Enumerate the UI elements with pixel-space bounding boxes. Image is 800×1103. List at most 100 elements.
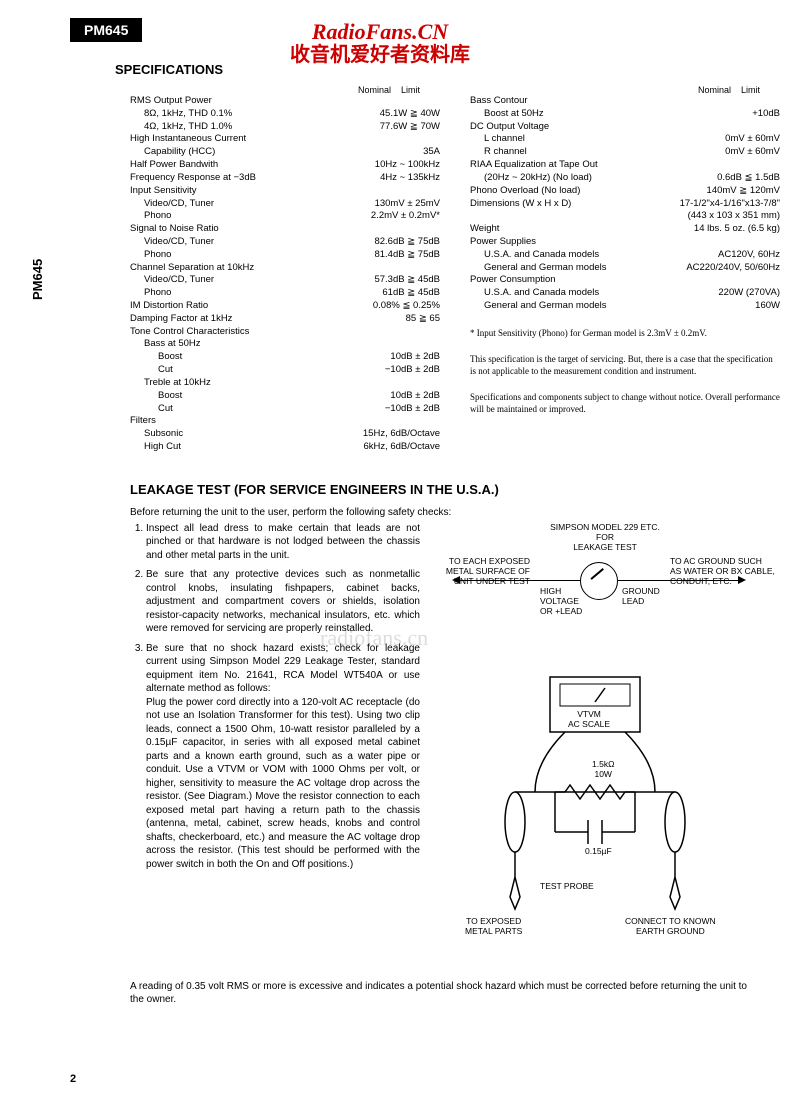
spec-row: Frequency Response at −3dB4Hz ~ 135kHz: [130, 172, 440, 185]
spec-label: Boost: [130, 390, 384, 403]
head-limit: Limit: [401, 85, 420, 95]
spec-row: R channel0mV ± 60mV: [470, 146, 780, 159]
page: PM645 RadioFans.CN 收音机爱好者资料库 SPECIFICATI…: [0, 0, 800, 1103]
spec-row: Phono2.2mV ± 0.2mV*: [130, 210, 440, 223]
footnote-target: This specification is the target of serv…: [470, 353, 780, 377]
spec-value: 10dB ± 2dB: [384, 351, 440, 364]
d1-right-label: TO AC GROUND SUCH AS WATER OR BX CABLE, …: [670, 556, 780, 587]
spec-label: Signal to Noise Ratio: [130, 223, 434, 236]
spec-label: Capability (HCC): [130, 146, 417, 159]
spec-value: 140mV ≧ 120mV: [701, 185, 780, 198]
page-number: 2: [70, 1073, 76, 1085]
spec-row: Phono Overload (No load)140mV ≧ 120mV: [470, 185, 780, 198]
spec-value: [434, 377, 440, 390]
spec-value: 15Hz, 6dB/Octave: [357, 428, 440, 441]
spec-row: Video/CD, Tuner130mV ± 25mV: [130, 198, 440, 211]
spec-row: Bass at 50Hz: [130, 338, 440, 351]
head-limit: Limit: [741, 85, 760, 95]
spec-row: 4Ω, 1kHz, THD 1.0%77.6W ≧ 70W: [130, 121, 440, 134]
spec-row: U.S.A. and Canada models220W (270VA): [470, 287, 780, 300]
spec-label: (20Hz ~ 20kHz) (No load): [470, 172, 711, 185]
leakage-item-1: Inspect all lead dress to make certain t…: [146, 522, 420, 563]
spec-label: Bass at 50Hz: [130, 338, 434, 351]
leakage-item-3a: Be sure that no shock hazard exists; che…: [146, 643, 420, 695]
spec-value: [434, 326, 440, 339]
leakage-diagrams: SIMPSON MODEL 229 ETC. FOR LEAKAGE TEST …: [440, 522, 760, 972]
spec-label: Input Sensitivity: [130, 185, 434, 198]
spec-value: [774, 95, 780, 108]
d2-exposed-label: TO EXPOSED METAL PARTS: [465, 917, 522, 937]
spec-label: [470, 210, 682, 223]
spec-value: 0mV ± 60mV: [719, 146, 780, 159]
spec-label: R channel: [470, 146, 719, 159]
watermark-line1: RadioFans.CN: [290, 20, 470, 44]
spec-label: Damping Factor at 1kHz: [130, 313, 400, 326]
d2-res-label: 1.5kΩ 10W: [592, 760, 614, 780]
watermark-line2: 收音机爱好者资料库: [290, 44, 470, 66]
spec-value: 160W: [749, 300, 780, 313]
spec-row: Bass Contour: [470, 95, 780, 108]
spec-label: General and German models: [470, 262, 680, 275]
leakage-item-3b: Plug the power cord directly into a 120-…: [146, 697, 420, 870]
spec-label: DC Output Voltage: [470, 121, 774, 134]
spec-label: Video/CD, Tuner: [130, 274, 368, 287]
footnote-sensitivity: * Input Sensitivity (Phono) for German m…: [470, 327, 780, 339]
spec-row: Phono81.4dB ≧ 75dB: [130, 249, 440, 262]
spec-row: U.S.A. and Canada modelsAC120V, 60Hz: [470, 249, 780, 262]
spec-row: Treble at 10kHz: [130, 377, 440, 390]
spec-head-left: Nominal Limit: [130, 85, 440, 95]
spec-label: Tone Control Characteristics: [130, 326, 434, 339]
head-nominal: Nominal: [358, 85, 391, 95]
spec-row: Dimensions (W x H x D)17-1/2"x4-1/16"x13…: [470, 198, 780, 211]
spec-row: Video/CD, Tuner57.3dB ≧ 45dB: [130, 274, 440, 287]
spec-value: −10dB ± 2dB: [379, 403, 440, 416]
spec-value: [434, 262, 440, 275]
spec-value: 82.6dB ≧ 75dB: [368, 236, 440, 249]
spec-value: 220W (270VA): [712, 287, 780, 300]
spec-table: Nominal Limit RMS Output Power8Ω, 1kHz, …: [130, 85, 800, 454]
spec-row: (443 x 103 x 351 mm): [470, 210, 780, 223]
meter-icon: [580, 562, 618, 600]
spec-value: 45.1W ≧ 40W: [374, 108, 440, 121]
spec-value: +10dB: [746, 108, 780, 121]
spec-label: Phono: [130, 287, 376, 300]
spec-label: L channel: [470, 133, 719, 146]
spec-row: Phono61dB ≧ 45dB: [130, 287, 440, 300]
spec-value: 10dB ± 2dB: [384, 390, 440, 403]
spec-value: (443 x 103 x 351 mm): [682, 210, 780, 223]
leakage-item-2: Be sure that any protective devices such…: [146, 568, 420, 636]
spec-label: U.S.A. and Canada models: [470, 287, 712, 300]
spec-value: 4Hz ~ 135kHz: [374, 172, 440, 185]
diagram-vtvm-circuit: VTVM AC SCALE 1.5kΩ 10W 0.15µF TEST PROB…: [440, 672, 760, 972]
spec-value: [774, 236, 780, 249]
spec-value: −10dB ± 2dB: [379, 364, 440, 377]
spec-row: Filters: [130, 415, 440, 428]
spec-value: 35A: [417, 146, 440, 159]
spec-row: Damping Factor at 1kHz85 ≧ 65: [130, 313, 440, 326]
spec-value: 6kHz, 6dB/Octave: [357, 441, 440, 454]
leakage-final: A reading of 0.35 volt RMS or more is ex…: [130, 980, 760, 1007]
footnote-change: Specifications and components subject to…: [470, 391, 780, 415]
spec-value: 17-1/2"x4-1/16"x13-7/8": [674, 198, 780, 211]
spec-value: [434, 95, 440, 108]
spec-label: High Cut: [130, 441, 357, 454]
spec-row: Boost10dB ± 2dB: [130, 351, 440, 364]
spec-label: Cut: [130, 403, 379, 416]
side-model-label: PM645: [30, 259, 45, 300]
spec-row: Half Power Bandwith10Hz ~ 100kHz: [130, 159, 440, 172]
spec-label: Video/CD, Tuner: [130, 236, 368, 249]
spec-row: Cut−10dB ± 2dB: [130, 403, 440, 416]
spec-col-right: Nominal Limit Bass ContourBoost at 50Hz+…: [470, 85, 780, 454]
spec-value: [434, 338, 440, 351]
spec-row: Signal to Noise Ratio: [130, 223, 440, 236]
spec-value: 2.2mV ± 0.2mV*: [365, 210, 440, 223]
spec-value: [434, 133, 440, 146]
spec-label: Power Supplies: [470, 236, 774, 249]
spec-value: 130mV ± 25mV: [369, 198, 440, 211]
d1-gnd-label: GROUND LEAD: [622, 586, 660, 606]
spec-label: Dimensions (W x H x D): [470, 198, 674, 211]
spec-value: 10Hz ~ 100kHz: [369, 159, 440, 172]
spec-label: Channel Separation at 10kHz: [130, 262, 434, 275]
d2-cap-label: 0.15µF: [585, 847, 612, 857]
spec-label: Cut: [130, 364, 379, 377]
